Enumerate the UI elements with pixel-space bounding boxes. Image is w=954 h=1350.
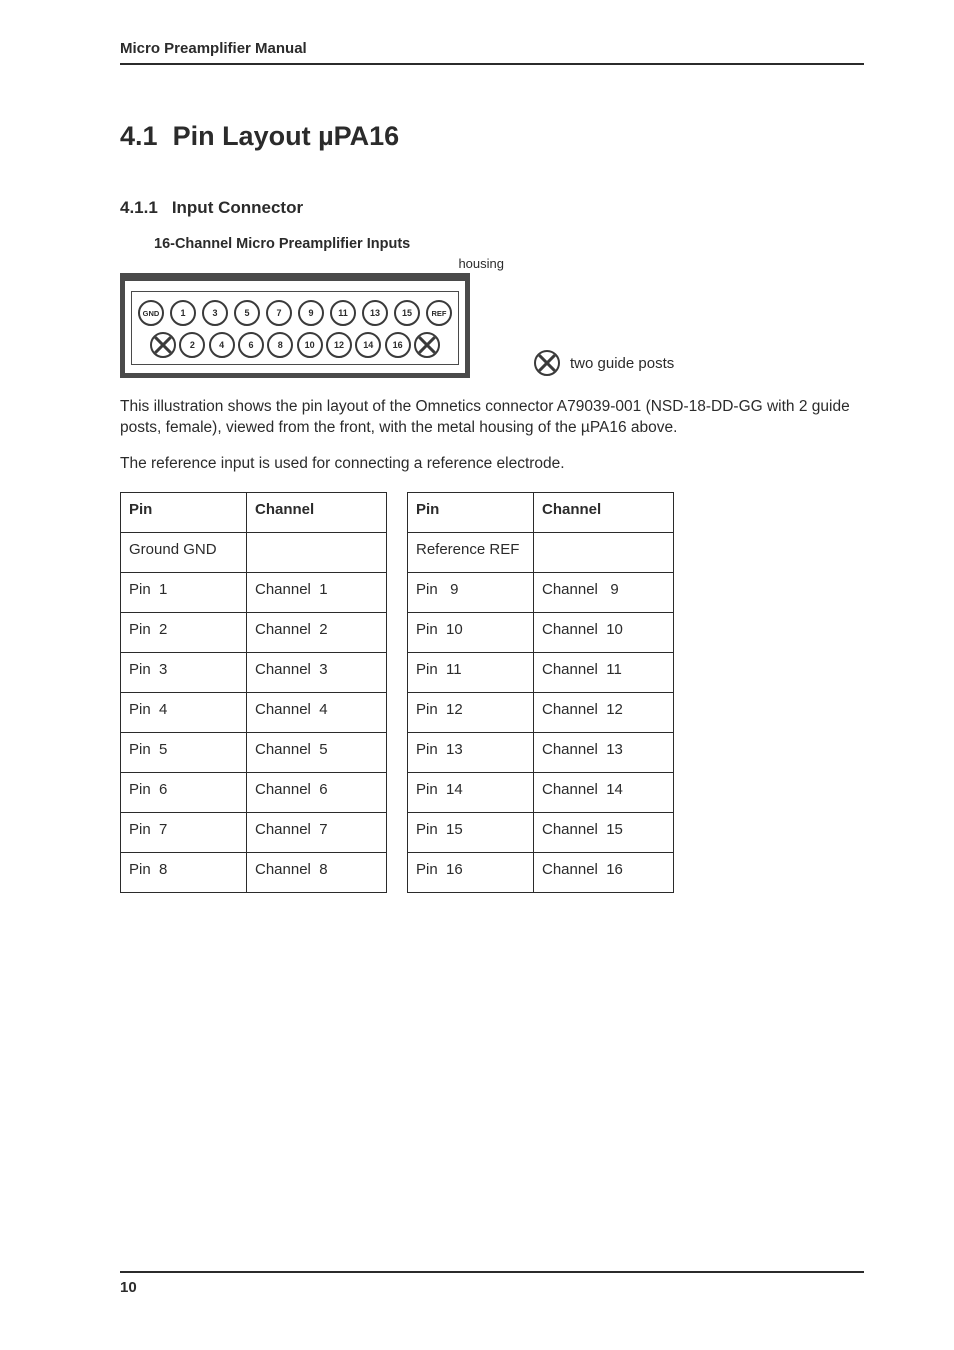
pin-row-bottom: 2 4 6 8 10 12 14 16 [138, 332, 452, 358]
running-head: Micro Preamplifier Manual [120, 40, 864, 65]
table-header: Channel [534, 493, 674, 533]
paragraph-2: The reference input is used for connecti… [120, 453, 864, 474]
pin-9: 9 [298, 300, 324, 326]
table-cell: Channel 10 [534, 613, 674, 653]
table-cell: Channel 3 [247, 653, 387, 693]
table-cell: Channel 11 [534, 653, 674, 693]
table-header: Pin [121, 493, 247, 533]
table-cell: Pin 10 [408, 613, 534, 653]
table-cell [534, 533, 674, 573]
table-header: Pin [408, 493, 534, 533]
table-cell: Pin 13 [408, 733, 534, 773]
subsection-header: 4.1.1 Input Connector [120, 198, 864, 218]
pin-12: 12 [326, 332, 352, 358]
subsection-title: Input Connector [172, 198, 303, 218]
table-cell: Channel 8 [247, 853, 387, 893]
connector-diagram: 16-Channel Micro Preamplifier Inputs hou… [120, 236, 864, 378]
table-cell: Pin 2 [121, 613, 247, 653]
table-cell: Channel 6 [247, 773, 387, 813]
pin-10: 10 [297, 332, 323, 358]
guide-post-legend: two guide posts [534, 350, 674, 378]
table-cell: Pin 6 [121, 773, 247, 813]
pin-15: 15 [394, 300, 420, 326]
table-cell: Pin 1 [121, 573, 247, 613]
table-cell: Channel 14 [534, 773, 674, 813]
table-cell: Reference REF [408, 533, 534, 573]
pin-4: 4 [209, 332, 235, 358]
pin-16: 16 [385, 332, 411, 358]
table-cell: Pin 3 [121, 653, 247, 693]
pin-5: 5 [234, 300, 260, 326]
section-number: 4.1 [120, 121, 158, 151]
guide-post-label: two guide posts [570, 355, 674, 372]
pin-7: 7 [266, 300, 292, 326]
housing-label: housing [154, 256, 504, 271]
table-cell: Channel 1 [247, 573, 387, 613]
pin-row-top: GND 1 3 5 7 9 11 13 15 REF [138, 300, 452, 326]
table-cell: Pin 5 [121, 733, 247, 773]
pin-table-left: Pin Channel Ground GND Pin 1Channel 1 Pi… [120, 492, 387, 893]
pin-3: 3 [202, 300, 228, 326]
page-number: 10 [120, 1279, 137, 1296]
table-header: Channel [247, 493, 387, 533]
section-title: 4.1 Pin Layout µPA16 [120, 121, 864, 152]
table-cell: Pin 15 [408, 813, 534, 853]
guide-post-icon [414, 332, 440, 358]
table-cell: Channel 2 [247, 613, 387, 653]
pin-14: 14 [355, 332, 381, 358]
table-cell: Pin 16 [408, 853, 534, 893]
pin-table-right: Pin Channel Reference REF Pin 9Channel 9… [407, 492, 674, 893]
pin-ref: REF [426, 300, 452, 326]
table-cell: Pin 8 [121, 853, 247, 893]
guide-post-icon [150, 332, 176, 358]
table-cell: Channel 16 [534, 853, 674, 893]
table-cell: Pin 14 [408, 773, 534, 813]
pin-8: 8 [267, 332, 293, 358]
pin-13: 13 [362, 300, 388, 326]
table-cell: Ground GND [121, 533, 247, 573]
table-cell: Pin 12 [408, 693, 534, 733]
table-cell: Channel 4 [247, 693, 387, 733]
table-cell: Pin 4 [121, 693, 247, 733]
subsection-number: 4.1.1 [120, 198, 158, 218]
pin-tables: Pin Channel Ground GND Pin 1Channel 1 Pi… [120, 492, 864, 893]
table-cell: Pin 9 [408, 573, 534, 613]
table-cell: Channel 15 [534, 813, 674, 853]
pin-gnd: GND [138, 300, 164, 326]
pin-11: 11 [330, 300, 356, 326]
pin-2: 2 [179, 332, 205, 358]
table-cell: Pin 11 [408, 653, 534, 693]
section-name: Pin Layout µPA16 [173, 121, 400, 151]
table-cell [247, 533, 387, 573]
guide-post-icon [534, 350, 560, 376]
pin-1: 1 [170, 300, 196, 326]
table-cell: Channel 5 [247, 733, 387, 773]
page-footer: 10 [120, 1271, 864, 1296]
table-cell: Channel 7 [247, 813, 387, 853]
connector-inner: GND 1 3 5 7 9 11 13 15 REF 2 4 6 8 [131, 291, 459, 365]
pin-6: 6 [238, 332, 264, 358]
paragraph-1: This illustration shows the pin layout o… [120, 396, 864, 439]
connector-housing: GND 1 3 5 7 9 11 13 15 REF 2 4 6 8 [120, 273, 470, 378]
table-cell: Pin 7 [121, 813, 247, 853]
table-cell: Channel 12 [534, 693, 674, 733]
table-cell: Channel 9 [534, 573, 674, 613]
table-cell: Channel 13 [534, 733, 674, 773]
diagram-title: 16-Channel Micro Preamplifier Inputs [154, 236, 864, 252]
